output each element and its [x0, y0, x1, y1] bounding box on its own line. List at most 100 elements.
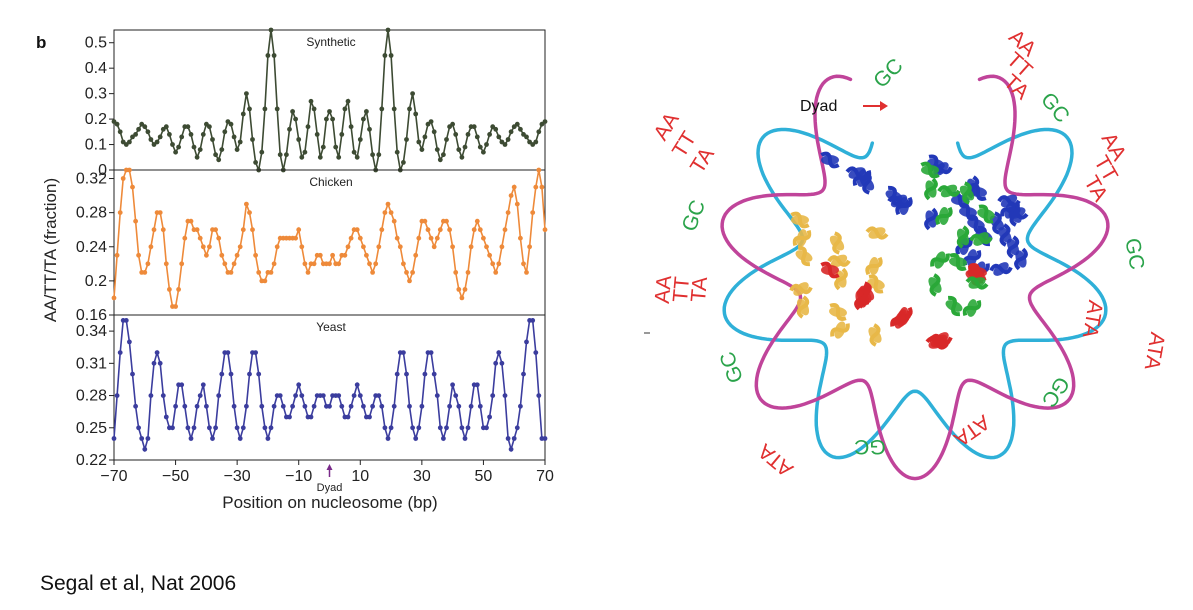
data-point — [459, 425, 465, 431]
data-point — [191, 425, 197, 431]
y-tick-label: 0.34 — [76, 323, 107, 340]
data-point — [447, 403, 452, 409]
coil-segment — [955, 236, 973, 256]
data-point — [388, 210, 394, 216]
data-point — [437, 425, 443, 431]
data-point — [173, 304, 179, 309]
data-point — [342, 106, 348, 112]
y-tick-label: 0.32 — [76, 171, 107, 188]
data-point — [262, 278, 268, 284]
data-point — [339, 403, 345, 409]
data-point — [188, 218, 194, 224]
data-point — [327, 109, 332, 114]
data-point — [514, 201, 520, 207]
data-point — [268, 425, 274, 431]
data-point — [493, 360, 499, 366]
y-tick-label: 0.5 — [85, 35, 107, 52]
data-point — [330, 116, 335, 122]
data-point — [111, 295, 117, 301]
y-tick-label: 0.24 — [76, 239, 107, 256]
data-point — [419, 403, 425, 409]
data-point — [502, 142, 508, 147]
coil-segment — [937, 185, 961, 197]
data-point — [493, 126, 499, 132]
coil-segment — [947, 295, 961, 317]
data-point — [265, 436, 271, 441]
motif-label: GC — [1036, 88, 1074, 127]
data-point — [213, 227, 219, 233]
data-point — [542, 119, 548, 124]
data-point — [317, 252, 323, 258]
histone-subunit — [920, 161, 995, 317]
data-point — [191, 144, 197, 150]
coil-segment — [924, 207, 938, 231]
y-tick-label: 0.2 — [85, 273, 107, 290]
coil-segment — [962, 181, 972, 205]
data-point — [136, 252, 142, 258]
data-point — [176, 144, 182, 150]
data-point — [401, 261, 406, 267]
coil-segment — [992, 211, 1002, 235]
line-charts: 0 0.1 0.2 0.3 0.4 0.5 Synthetic 0.16 0.2 0.24 0.28… — [76, 27, 554, 494]
y-tick-label: 0.28 — [76, 205, 107, 222]
data-point — [453, 270, 459, 275]
data-point — [536, 129, 542, 135]
data-point — [194, 154, 200, 160]
data-point — [145, 261, 151, 267]
panel-title: Chicken — [309, 175, 352, 189]
data-point — [290, 109, 295, 114]
data-point — [518, 403, 523, 409]
histone-subunit — [789, 211, 889, 347]
data-point — [259, 149, 265, 155]
x-tick-label: −10 — [285, 468, 312, 485]
data-point — [462, 436, 468, 441]
data-point — [293, 393, 298, 398]
data-point — [247, 210, 252, 216]
y-tick-label: 0.2 — [85, 111, 107, 128]
data-point — [117, 210, 123, 216]
data-point — [126, 339, 132, 345]
data-point — [247, 371, 252, 377]
data-point — [163, 124, 169, 130]
x-tick-label: 50 — [475, 468, 493, 485]
x-axis-label: Position on nucleosome (bp) — [222, 493, 437, 512]
data-point — [299, 154, 305, 160]
data-point — [459, 295, 465, 301]
data-point — [240, 227, 246, 233]
data-point — [376, 393, 382, 398]
data-point — [533, 184, 539, 190]
coil-segment — [865, 256, 883, 276]
data-point — [145, 129, 151, 135]
data-point — [200, 132, 206, 137]
data-point — [302, 403, 308, 409]
data-point — [157, 360, 163, 366]
data-point — [287, 414, 292, 420]
data-point — [364, 252, 369, 258]
data-point — [256, 270, 262, 275]
dna-strands — [720, 74, 1110, 481]
data-point — [465, 132, 471, 137]
data-point — [296, 137, 302, 142]
x-tick-label: −30 — [224, 468, 251, 485]
data-point — [247, 106, 252, 112]
data-point — [228, 121, 234, 127]
motif-label: GC — [716, 348, 748, 385]
data-point — [207, 425, 212, 431]
data-point — [437, 157, 443, 163]
coil-segment — [792, 230, 812, 246]
data-point — [320, 144, 326, 150]
diagram-dyad-label: Dyad — [800, 98, 837, 115]
data-point — [441, 436, 446, 441]
data-point — [299, 393, 305, 398]
dyad-arrow-icon — [880, 101, 888, 111]
x-tick-label: 70 — [536, 468, 554, 485]
data-point — [271, 403, 277, 409]
data-point — [305, 124, 311, 130]
data-point — [487, 132, 492, 137]
data-point — [351, 393, 357, 398]
data-point — [345, 244, 351, 250]
data-point — [444, 425, 449, 431]
data-point — [524, 134, 529, 140]
data-point — [330, 252, 335, 258]
data-point — [296, 227, 302, 233]
